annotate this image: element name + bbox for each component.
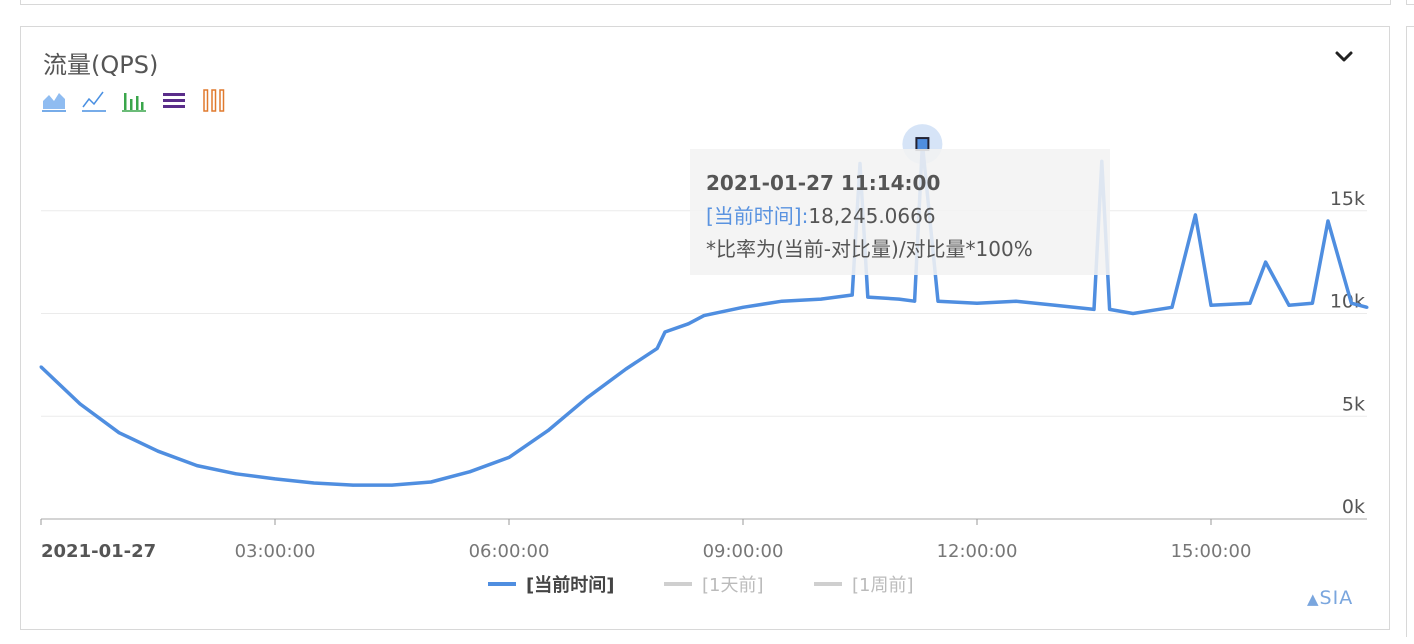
data-point (625, 367, 628, 370)
data-point (1108, 308, 1111, 311)
data-point (196, 464, 199, 467)
data-point (913, 300, 916, 303)
x-tick-label: 06:00:00 (469, 541, 550, 562)
data-point (937, 300, 940, 303)
hover-tooltip: 2021-01-27 11:14:00 [当前时间]:18,245.0666 *… (690, 149, 1110, 275)
data-point (391, 484, 394, 487)
y-tick-label: 5k (1342, 393, 1365, 415)
data-point (157, 450, 160, 453)
legend-item[interactable]: [当前时间] (488, 574, 614, 596)
legend-label: [当前时间] (526, 574, 614, 596)
data-point (687, 322, 690, 325)
data-point (742, 306, 745, 309)
data-point (781, 300, 784, 303)
data-point (703, 314, 706, 317)
x-tick-label: 2021-01-27 (41, 541, 156, 562)
x-tick-label: 09:00:00 (703, 541, 784, 562)
data-point (586, 396, 589, 399)
data-point (1350, 302, 1353, 305)
data-point (1264, 261, 1267, 264)
data-point (1054, 304, 1057, 307)
data-point (352, 484, 355, 487)
data-point (430, 481, 433, 484)
data-point (820, 298, 823, 301)
data-point (40, 365, 43, 368)
data-point (976, 302, 979, 305)
x-tick-label: 12:00:00 (937, 541, 1018, 562)
data-point (866, 296, 869, 299)
legend-label: [1周前] (852, 575, 914, 596)
data-point (664, 330, 667, 333)
legend-item[interactable]: [1天前] (664, 575, 764, 596)
tooltip-series-label: [当前时间]: (706, 204, 808, 228)
data-point (851, 294, 854, 297)
data-point (1249, 302, 1252, 305)
data-point (898, 298, 901, 301)
data-point (274, 477, 277, 480)
data-point (1327, 220, 1330, 223)
data-point (1194, 213, 1197, 216)
data-point (547, 429, 550, 432)
data-point (656, 347, 659, 350)
data-point (1288, 304, 1291, 307)
data-point (1210, 304, 1213, 307)
data-point (1311, 302, 1314, 305)
x-tick-label: 15:00:00 (1171, 541, 1252, 562)
data-point (469, 470, 472, 473)
y-tick-label: 15k (1330, 188, 1365, 210)
data-point (1366, 306, 1369, 309)
x-tick-label: 03:00:00 (235, 541, 316, 562)
tooltip-note: *比率为(当前-对比量)/对比量*100% (706, 233, 1094, 266)
legend-item[interactable]: [1周前] (814, 575, 914, 596)
data-point (1093, 308, 1096, 311)
tooltip-time: 2021-01-27 11:14:00 (706, 167, 1094, 200)
data-point (79, 402, 82, 405)
legend-label: [1天前] (702, 575, 764, 596)
data-point (313, 482, 316, 485)
tooltip-value: 18,245.0666 (808, 204, 935, 228)
data-point (508, 456, 511, 459)
data-point (118, 431, 121, 434)
y-tick-label: 0k (1342, 496, 1365, 518)
data-point (235, 472, 238, 475)
tooltip-value-row: [当前时间]:18,245.0666 (706, 200, 1094, 233)
data-point (1132, 312, 1135, 315)
data-point (1171, 306, 1174, 309)
data-point (1015, 300, 1018, 303)
